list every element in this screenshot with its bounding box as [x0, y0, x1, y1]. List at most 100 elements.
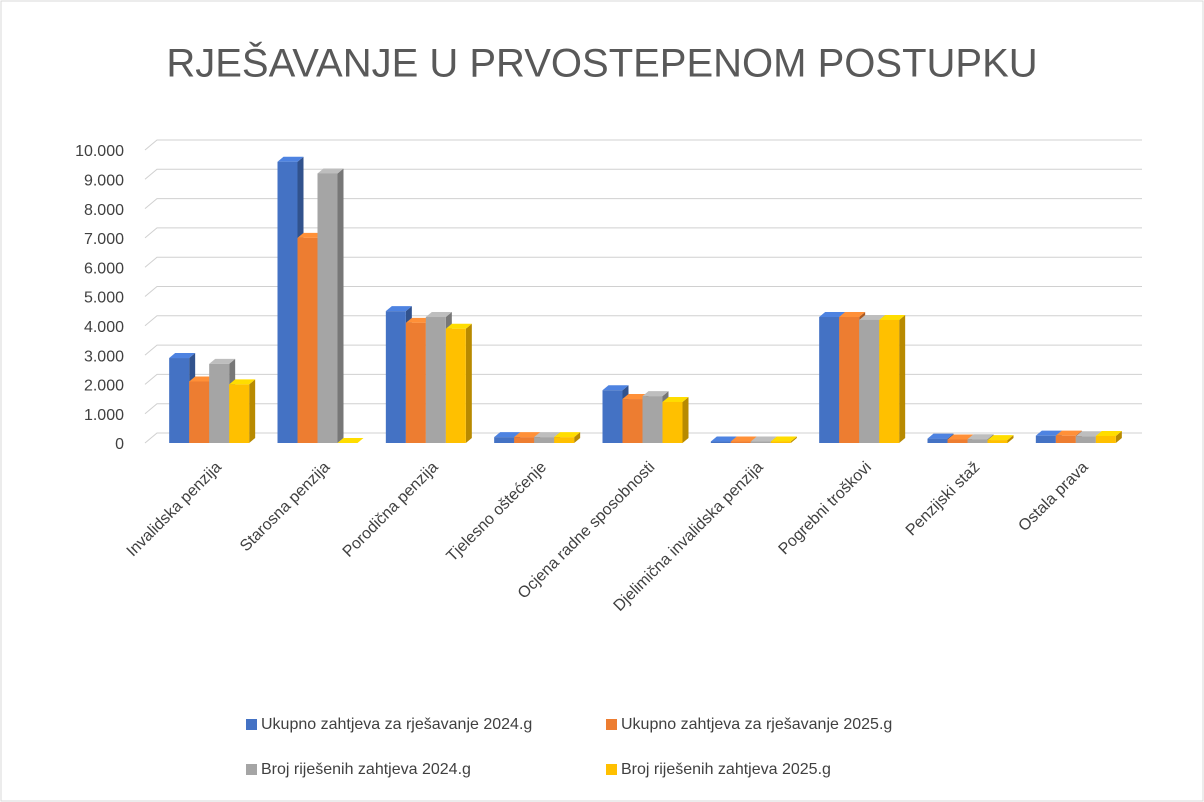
y-tick-label: 6.000	[84, 260, 124, 277]
bar	[662, 401, 683, 443]
bar	[317, 173, 338, 443]
bar	[819, 317, 840, 443]
bar-side	[574, 432, 581, 443]
bar	[425, 317, 446, 443]
legend-label: Ukupno zahtjeva za rješavanje 2024.g	[261, 716, 532, 733]
bar-top	[337, 438, 364, 443]
bar	[297, 237, 318, 443]
grid-line	[144, 432, 1142, 444]
bar	[514, 437, 535, 443]
bar	[534, 437, 555, 443]
bar-top	[1055, 430, 1082, 436]
bar	[602, 390, 623, 443]
bar-top	[385, 306, 412, 312]
grid-line	[144, 198, 1142, 209]
bar	[1075, 436, 1096, 443]
chart-title: RJEŠAVANJE U PRVOSTEPENOM POSTUPKU	[166, 41, 1037, 86]
bar	[622, 399, 643, 443]
bar	[169, 358, 190, 443]
bar	[987, 440, 1008, 443]
grid-line	[144, 139, 1142, 151]
bar-side	[337, 168, 344, 443]
bar-top	[297, 232, 324, 238]
grid-line	[144, 227, 1142, 239]
bar-side	[790, 436, 797, 443]
y-tick-label: 5.000	[84, 290, 124, 307]
bar-top	[602, 385, 629, 391]
bar-top	[859, 314, 886, 320]
bar-side	[465, 323, 472, 443]
y-tick-label: 8.000	[84, 202, 124, 219]
grid-line	[144, 286, 1142, 297]
bar-top	[229, 379, 256, 385]
bar-top	[839, 312, 866, 318]
bar-top	[277, 156, 304, 162]
bar-top	[514, 432, 541, 438]
y-tick-label: 0	[115, 436, 124, 453]
bar	[209, 363, 230, 443]
bar	[859, 319, 880, 443]
y-tick-label: 4.000	[84, 319, 124, 336]
bar	[642, 396, 663, 443]
bar	[839, 317, 860, 443]
bar	[1055, 435, 1076, 443]
bar-top	[1095, 430, 1122, 436]
grid-line	[144, 344, 1142, 356]
bar	[730, 441, 751, 443]
bar	[445, 328, 466, 443]
bar-top	[1075, 431, 1102, 437]
grid-line	[144, 315, 1142, 327]
y-tick-label: 1.000	[84, 407, 124, 424]
bar-top	[534, 432, 561, 438]
bar	[405, 322, 426, 443]
bar-side	[249, 379, 256, 443]
bar-top	[169, 353, 196, 359]
grid-line	[144, 403, 1142, 415]
y-tick-label: 10.000	[75, 143, 124, 160]
bar-top	[750, 436, 777, 442]
bar	[229, 384, 250, 443]
legend-label: Broj riješenih zahtjeva 2025.g	[621, 761, 831, 778]
bar	[947, 439, 968, 443]
legend-label: Broj riješenih zahtjeva 2024.g	[261, 761, 471, 778]
bar	[710, 441, 731, 443]
bar	[770, 441, 791, 443]
bar	[750, 441, 771, 443]
bar-top	[967, 434, 994, 440]
bar	[967, 439, 988, 443]
bar	[554, 437, 575, 443]
bar-top	[445, 323, 472, 329]
bar-top	[947, 434, 974, 440]
bar-top	[710, 436, 737, 442]
bar-top	[554, 432, 581, 438]
bar	[277, 161, 298, 443]
bar-top	[642, 391, 669, 397]
grid-line	[144, 168, 1142, 180]
legend-swatch	[606, 764, 617, 775]
bar-top	[405, 317, 432, 323]
legend-swatch	[606, 719, 617, 730]
bar	[1095, 435, 1116, 443]
bar-top	[317, 168, 344, 174]
bar-side	[682, 396, 689, 443]
y-tick-label: 2.000	[84, 378, 124, 395]
y-tick-label: 7.000	[84, 231, 124, 248]
bar	[385, 311, 406, 443]
bar-top	[662, 396, 689, 402]
grid-line	[144, 256, 1142, 268]
bar-top	[425, 312, 452, 318]
bar	[879, 319, 900, 443]
bar-top	[494, 432, 521, 438]
bar-top	[730, 436, 757, 442]
bar-top	[879, 314, 906, 320]
bar-top	[1035, 430, 1062, 436]
bar-top	[987, 435, 1014, 441]
bar-top	[927, 433, 954, 439]
bar-top	[622, 394, 649, 400]
legend-label: Ukupno zahtjeva za rješavanje 2025.g	[621, 716, 892, 733]
bar-side	[1115, 430, 1122, 443]
bar-top	[189, 376, 216, 382]
bar	[927, 438, 948, 443]
y-tick-label: 3.000	[84, 348, 124, 365]
bar	[494, 437, 515, 443]
